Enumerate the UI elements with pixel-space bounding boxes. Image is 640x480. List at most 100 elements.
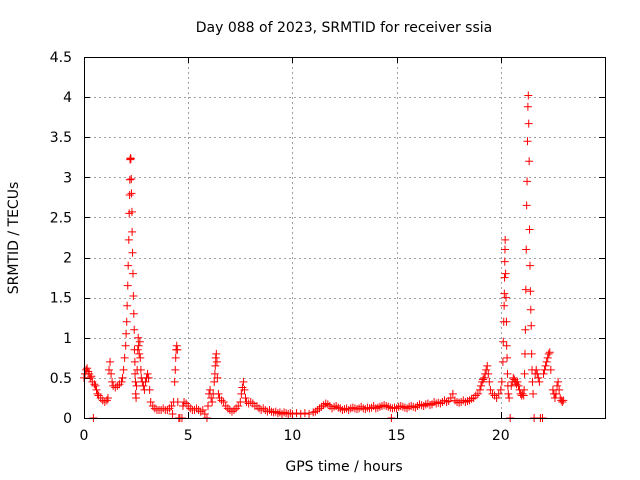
data-point [212, 357, 221, 366]
data-point [494, 389, 503, 398]
data-point [480, 373, 489, 382]
data-point [500, 301, 509, 310]
data-point [321, 399, 330, 408]
chart-title: Day 088 of 2023, SRMTID for receiver ssi… [196, 20, 492, 36]
data-point [206, 385, 215, 394]
data-point [196, 407, 205, 416]
data-point [455, 398, 464, 407]
x-tick-label: 15 [388, 428, 406, 444]
data-point [503, 369, 512, 378]
data-point [344, 405, 353, 414]
data-point [313, 405, 322, 414]
data-point [444, 397, 453, 406]
data-point [502, 317, 511, 326]
data-point [126, 154, 135, 163]
data-point [479, 375, 488, 384]
data-point [127, 189, 136, 198]
data-point [483, 361, 492, 370]
data-point [509, 373, 518, 382]
data-point [106, 357, 115, 366]
data-point [330, 402, 339, 411]
data-point [384, 402, 393, 411]
data-point [525, 157, 534, 166]
data-point [403, 404, 412, 413]
data-point [539, 369, 548, 378]
data-point [296, 409, 305, 418]
x-tick-label: 20 [492, 428, 510, 444]
data-point [123, 281, 132, 290]
data-point [334, 403, 343, 412]
data-point [417, 401, 426, 410]
data-point [526, 287, 535, 296]
data-point [246, 397, 255, 406]
data-point [82, 365, 91, 374]
data-point [523, 137, 532, 146]
data-point [118, 373, 127, 382]
data-point [93, 389, 102, 398]
data-point [518, 389, 527, 398]
data-point [400, 403, 409, 412]
data-point [135, 337, 144, 346]
data-point [319, 401, 328, 410]
data-point [529, 389, 538, 398]
data-point [505, 393, 514, 402]
data-point [423, 399, 432, 408]
data-point [113, 381, 122, 390]
data-point [132, 381, 141, 390]
data-point [545, 348, 554, 357]
data-point [131, 369, 140, 378]
data-point [552, 389, 561, 398]
data-point [265, 405, 274, 414]
data-point [171, 353, 180, 362]
data-point [125, 175, 134, 184]
y-tick-label: 4.5 [50, 50, 72, 66]
data-point [100, 397, 109, 406]
data-point [124, 261, 133, 270]
data-point [527, 349, 536, 358]
data-point [503, 353, 512, 362]
data-point [502, 293, 511, 302]
data-point [520, 349, 529, 358]
data-point [327, 404, 336, 413]
data-point [317, 402, 326, 411]
data-point [192, 404, 201, 413]
data-point [128, 269, 137, 278]
data-point [167, 401, 176, 410]
data-point [430, 397, 439, 406]
data-point [484, 369, 493, 378]
data-point [411, 403, 420, 412]
y-tick-label: 0.5 [50, 371, 72, 387]
y-tick-label: 2 [63, 251, 72, 267]
y-tick-label: 1 [63, 331, 72, 347]
data-point [146, 397, 155, 406]
data-point [119, 365, 128, 374]
data-point [520, 385, 529, 394]
data-point [553, 381, 562, 390]
data-point [168, 409, 177, 418]
data-point [523, 102, 532, 111]
data-point [361, 405, 370, 414]
data-point [521, 325, 530, 334]
grid-lines [84, 57, 605, 418]
data-point [136, 365, 145, 374]
data-point [525, 261, 534, 270]
data-point [542, 357, 551, 366]
data-point [485, 377, 494, 386]
data-point [482, 365, 491, 374]
data-point [234, 401, 243, 410]
data-point [133, 345, 142, 354]
y-tick-label: 3.5 [50, 130, 72, 146]
data-point [135, 349, 144, 358]
data-point [446, 393, 455, 402]
data-point [332, 401, 341, 410]
data-point [127, 174, 136, 183]
data-point [436, 399, 445, 408]
data-point [526, 305, 535, 314]
data-point [239, 377, 248, 386]
data-point [558, 397, 567, 406]
data-point [92, 385, 101, 394]
data-point [463, 397, 472, 406]
data-point [227, 407, 236, 416]
data-point [271, 407, 280, 416]
data-point [500, 273, 509, 282]
